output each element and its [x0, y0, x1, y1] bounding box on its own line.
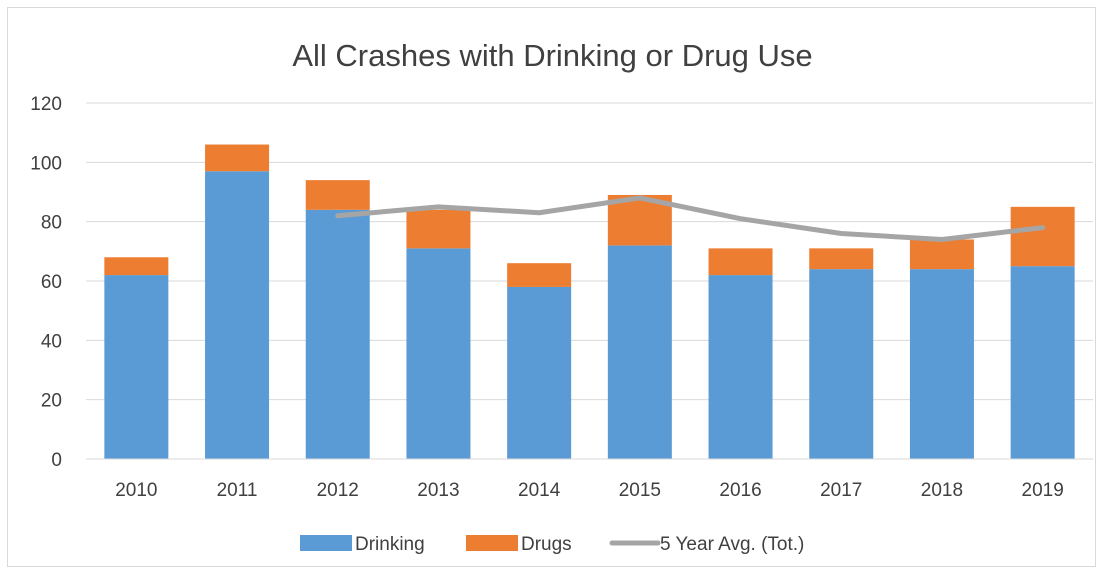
bar-drinking-2018: [909, 269, 974, 459]
legend-label-drugs: Drugs: [521, 534, 572, 555]
bar-drugs-2018: [909, 239, 974, 270]
chart-title: All Crashes with Drinking or Drug Use: [292, 38, 813, 73]
bar-drinking-2012: [305, 209, 370, 459]
x-tick-label: 2013: [417, 480, 459, 501]
bar-drugs-2016: [708, 248, 773, 276]
bar-drinking-2015: [607, 245, 672, 459]
bar-drinking-2019: [1010, 266, 1075, 459]
x-tick-label: 2017: [820, 480, 862, 501]
bar-drugs-2014: [507, 263, 572, 287]
legend-label-5-year-avg-tot-: 5 Year Avg. (Tot.): [660, 534, 804, 555]
y-tick-label: 20: [41, 391, 62, 412]
x-tick-label: 2011: [217, 480, 258, 501]
legend-label-drinking: Drinking: [355, 534, 425, 555]
x-tick-label: 2016: [719, 480, 761, 501]
y-tick-label: 0: [51, 450, 62, 471]
line-5-year-avg-tot-: [335, 195, 1046, 242]
y-tick-label: 60: [41, 272, 62, 293]
bar-drinking-2017: [809, 269, 874, 459]
y-tick-label: 80: [41, 213, 62, 234]
x-tick-label: 2012: [317, 480, 359, 501]
x-tick-label: 2015: [619, 480, 661, 501]
bar-drugs-2017: [809, 248, 874, 270]
x-tick-label: 2014: [518, 480, 561, 501]
bar-drinking-2013: [406, 248, 471, 459]
bar-drugs-2013: [406, 209, 471, 249]
bar-drinking-2016: [708, 275, 773, 459]
y-tick-label: 40: [41, 331, 62, 352]
bar-drugs-2019: [1010, 206, 1075, 267]
bar-drugs-2010: [104, 257, 169, 276]
bar-drinking-2010: [104, 275, 169, 459]
x-tick-label: 2019: [1022, 480, 1064, 501]
x-tick-label: 2010: [115, 480, 157, 501]
legend-swatch-drugs: [466, 535, 518, 551]
bar-drinking-2011: [205, 171, 270, 459]
y-tick-label: 120: [30, 94, 62, 115]
bar-drinking-2014: [507, 286, 572, 459]
x-tick-label: 2018: [921, 480, 963, 501]
bar-drugs-2012: [305, 180, 370, 210]
legend-swatch-drinking: [300, 535, 352, 551]
y-tick-label: 100: [30, 153, 62, 174]
bar-drugs-2011: [205, 144, 270, 172]
